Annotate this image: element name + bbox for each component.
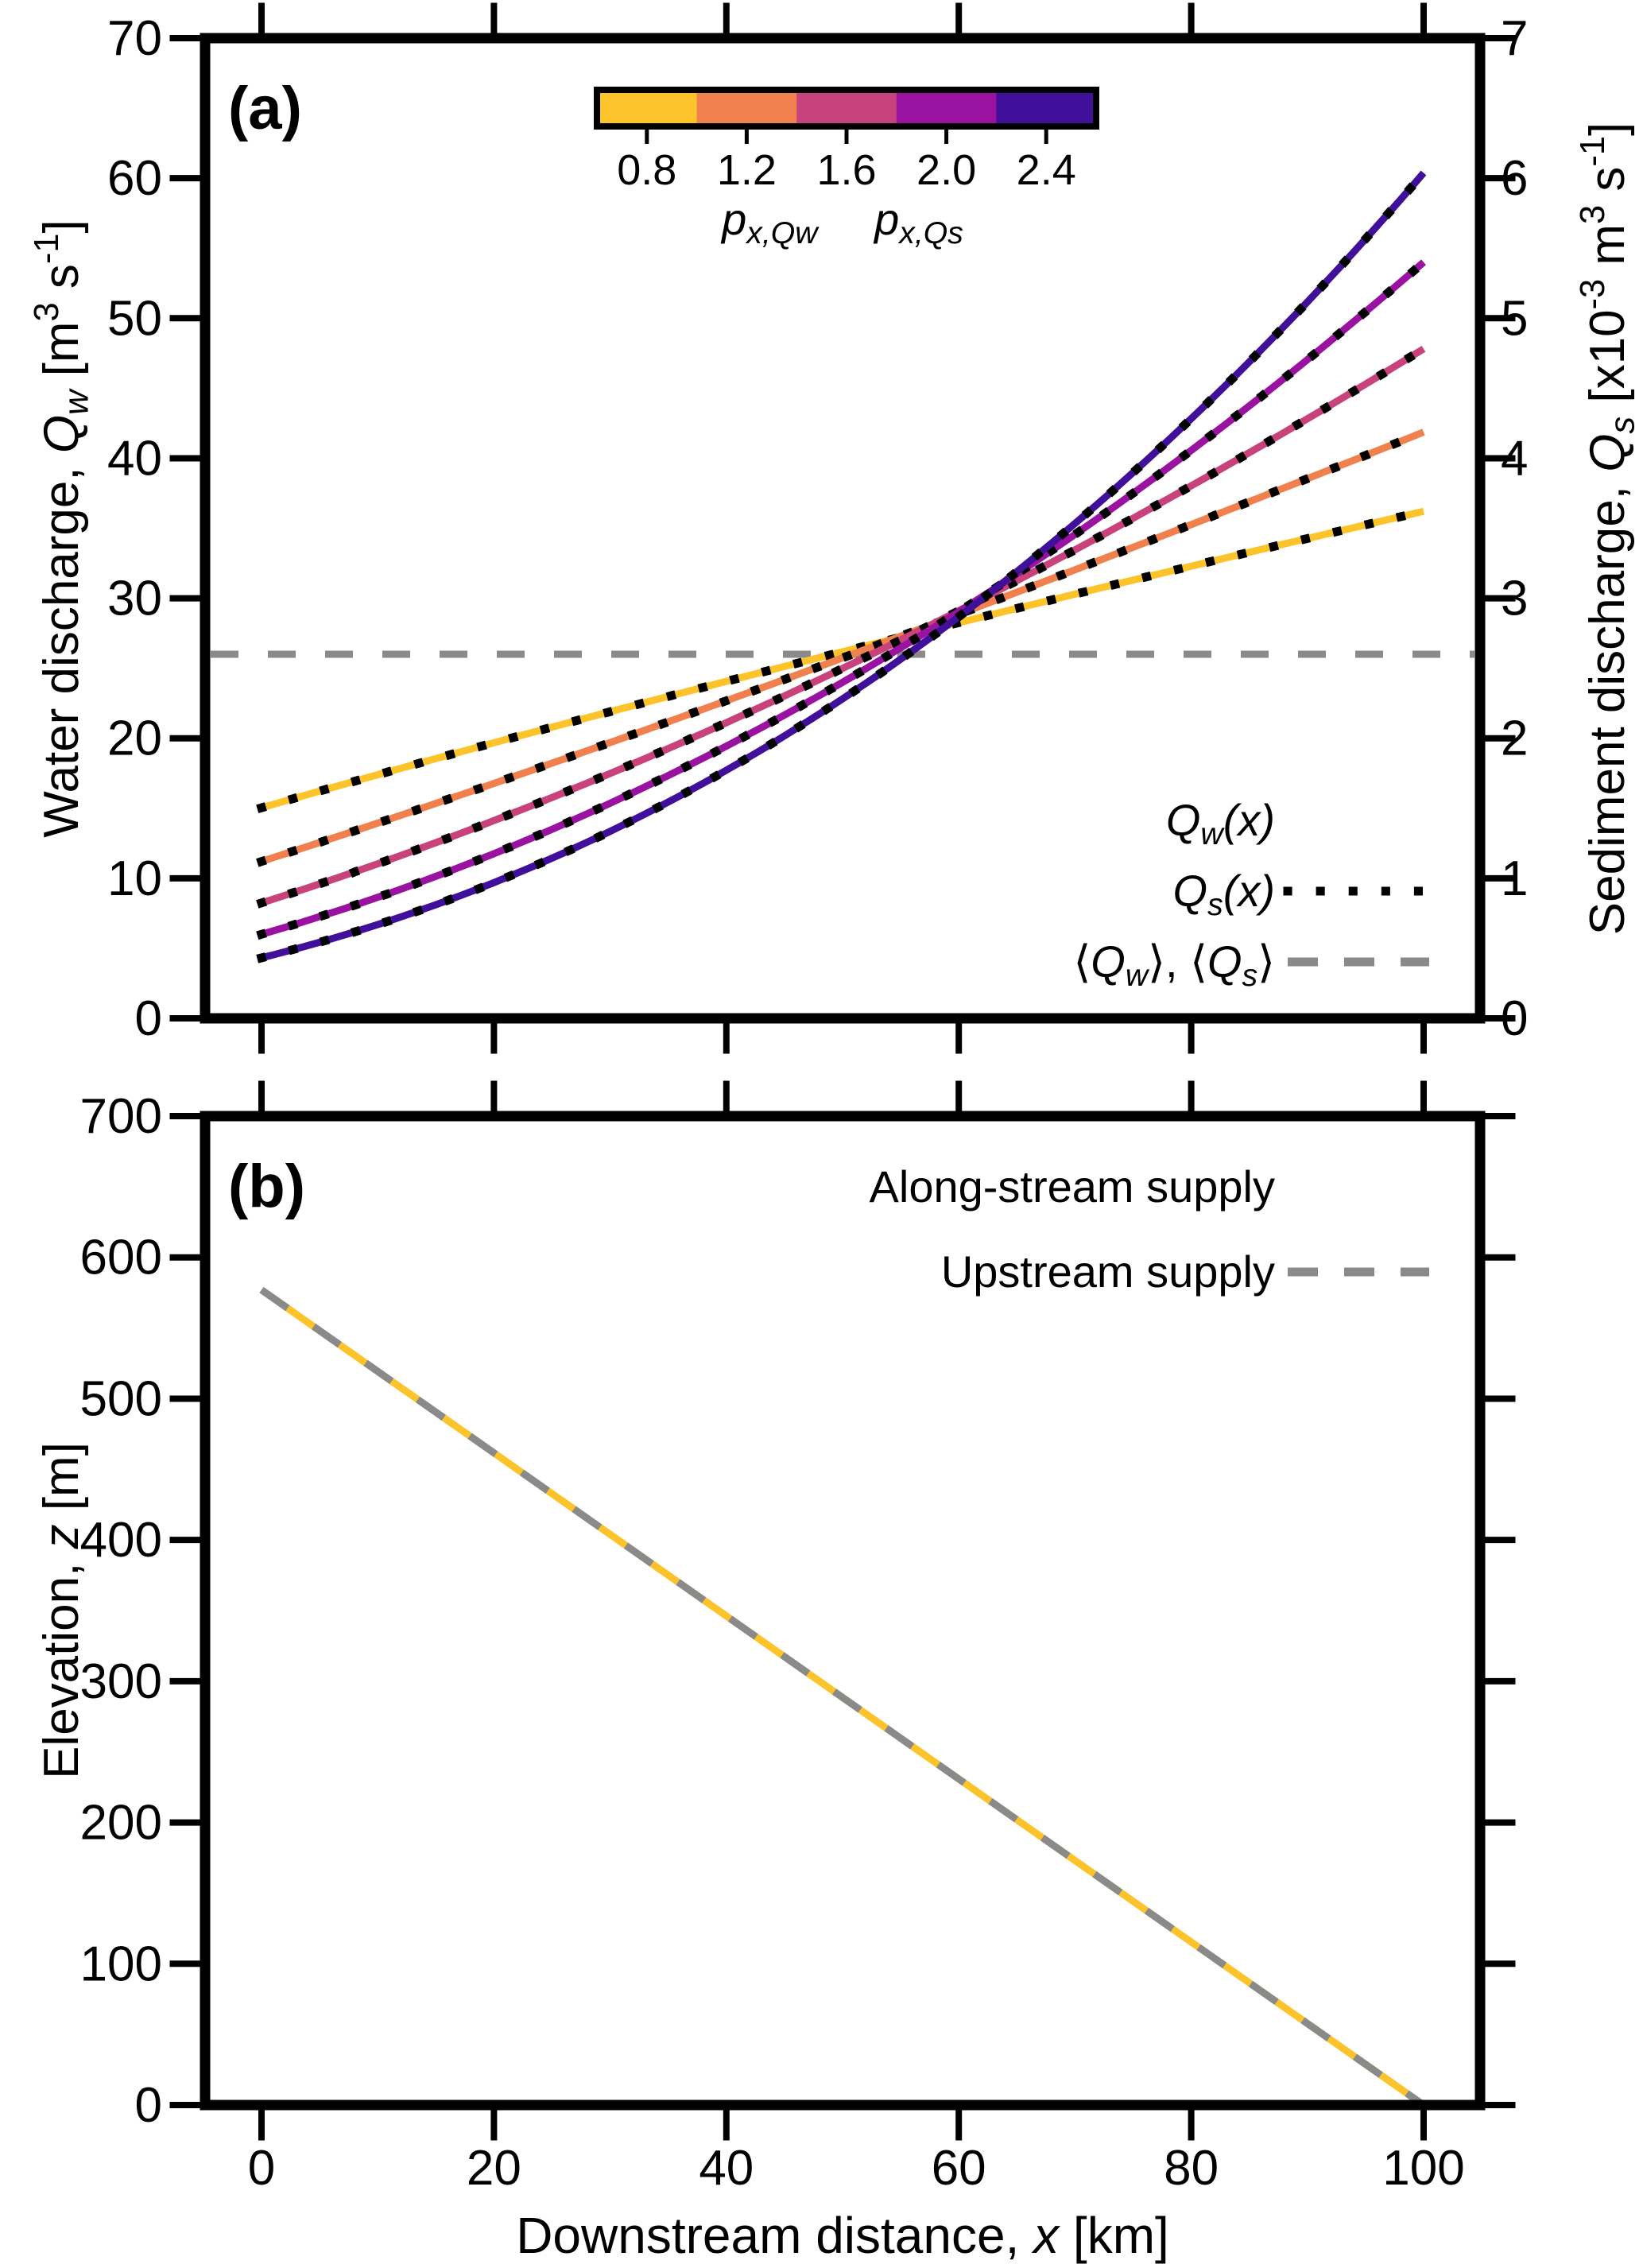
tick-label: 40 <box>107 431 162 486</box>
tick-label: 0 <box>1501 991 1528 1046</box>
legend-item-means: ⟨Qw⟩, ⟨Qs⟩ <box>1073 936 1429 993</box>
qw-curve-px=2.0 <box>260 259 1426 938</box>
tick-label: 0 <box>135 2078 162 2133</box>
tick-label: 30 <box>107 572 162 626</box>
upstream-supply-line <box>259 1286 1426 2108</box>
tick-label: 300 <box>80 1654 162 1709</box>
colorbar-tick-labels: 0.8 1.2 1.6 2.0 2.4 <box>617 146 1075 194</box>
tick-label: 20 <box>107 711 162 766</box>
tick-label: 400 <box>80 1513 162 1568</box>
colorbar-tick-label: 1.2 <box>717 146 777 194</box>
legend-item-qs: Qs(x) <box>1173 866 1434 922</box>
legend-label-qw: Qw(x) <box>1166 795 1275 851</box>
panel-a-left-axis-title: Water discharge, Qw [m3 s-1] <box>28 219 95 837</box>
colorbar-tick-label: 2.0 <box>916 146 976 194</box>
tick-label: 2 <box>1501 711 1528 766</box>
panel-a-right-axis-title: Sediment discharge, Qs [x10-3 m3 s-1] <box>1574 122 1641 935</box>
colorbar-tick-label: 0.8 <box>617 146 676 194</box>
colorbar-segments <box>597 90 1097 126</box>
colorbar-tick-label: 2.4 <box>1017 146 1076 194</box>
panel-a-plot <box>211 166 1474 963</box>
qw-curve-px=1.2 <box>260 428 1425 865</box>
tick-label: 5 <box>1501 291 1528 346</box>
colorbar: 0.8 1.2 1.6 2.0 2.4 px,Qw px,Qs <box>594 87 1099 250</box>
tick-label: 60 <box>107 151 162 206</box>
qs-dots-px=2.4 <box>256 166 1430 963</box>
tick-label: 1 <box>1501 851 1528 906</box>
qw-curve-px=1.6 <box>260 345 1426 907</box>
panel-b-left-axis-title: Elevation, z [m] <box>34 1442 89 1779</box>
colorbar-segment-2.4 <box>996 90 1097 126</box>
axis-tick-labels: 0 20 40 60 80 1000102030405060700123456701002… <box>80 11 1529 2196</box>
tick-label: 0 <box>135 991 162 1046</box>
tick-label: 600 <box>80 1231 162 1285</box>
tick-label: 20 <box>467 2141 521 2196</box>
legend-item-upstream: Upstream supply <box>941 1246 1429 1297</box>
tick-label: 500 <box>80 1371 162 1426</box>
panel-b-legend: Along-stream supply Upstream supply <box>870 1161 1429 1297</box>
tick-label: 60 <box>932 2141 986 2196</box>
tick-label: 80 <box>1164 2141 1219 2196</box>
colorbar-caption: px,Qw px,Qs <box>720 194 963 250</box>
axis-ticks <box>169 2 1516 2141</box>
tick-label: 100 <box>1382 2141 1464 2196</box>
colorbar-segment-0.8 <box>597 90 698 126</box>
legend-label-along: Along-stream supply <box>870 1161 1275 1212</box>
tick-label: 3 <box>1501 572 1528 626</box>
panel-b-frame <box>200 1111 1486 2111</box>
panel-b-label: (b) <box>228 1153 305 1220</box>
x-axis-title: Downstream distance, x [km] <box>516 2207 1169 2264</box>
panel-a-label: (a) <box>228 75 302 142</box>
colorbar-ticks <box>645 126 1048 144</box>
colorbar-segment-1.6 <box>796 90 897 126</box>
panel-a-legend: Qw(x) Qs(x) ⟨Qw⟩, ⟨Qs⟩ <box>1073 795 1434 993</box>
colorbar-segment-2.0 <box>896 90 997 126</box>
tick-label: 70 <box>107 11 162 66</box>
tick-label: 100 <box>80 1937 162 1991</box>
tick-label: 0 <box>248 2141 275 2196</box>
panel-b-plot <box>259 1286 1426 2108</box>
legend-label-upstream: Upstream supply <box>941 1246 1275 1297</box>
qw-curve-px=0.8 <box>260 507 1425 812</box>
colorbar-segment-1.2 <box>696 90 797 126</box>
panel-a-frame <box>200 33 1486 1024</box>
tick-label: 200 <box>80 1796 162 1851</box>
legend-item-qw: Qw(x) <box>1166 795 1429 851</box>
tick-label: 700 <box>80 1089 162 1144</box>
tick-label: 4 <box>1501 431 1528 486</box>
tick-label: 10 <box>107 851 162 906</box>
legend-label-qs: Qs(x) <box>1173 866 1275 922</box>
legend-label-means: ⟨Qw⟩, ⟨Qs⟩ <box>1073 936 1275 993</box>
tick-label: 50 <box>107 291 162 346</box>
tick-label: 6 <box>1501 151 1528 206</box>
tick-label: 40 <box>699 2141 754 2196</box>
legend-item-along: Along-stream supply <box>870 1161 1429 1212</box>
colorbar-tick-label: 1.6 <box>816 146 876 194</box>
tick-label: 7 <box>1501 11 1528 66</box>
